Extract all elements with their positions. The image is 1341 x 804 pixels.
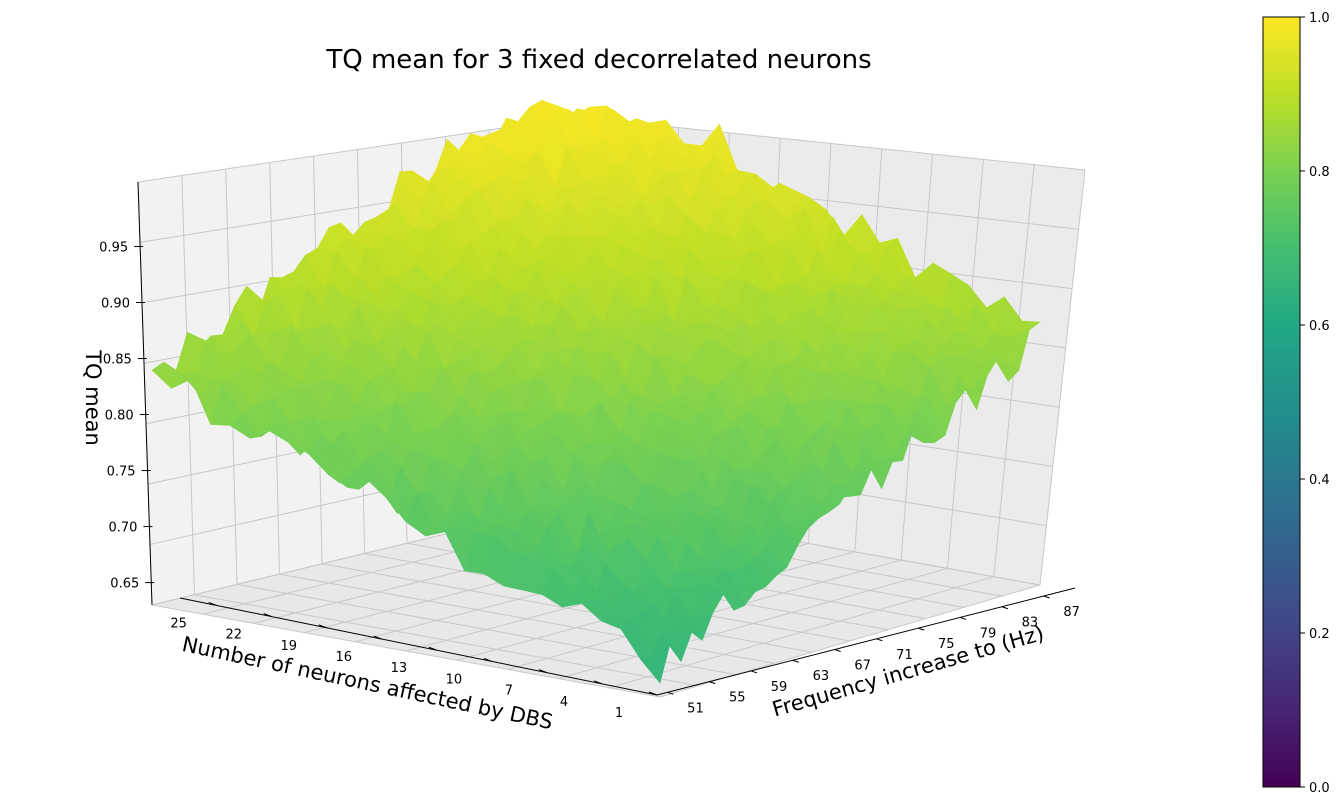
colorbar-tick-label: 0.8 [1309, 165, 1330, 180]
x-tick-label: 4 [560, 695, 568, 710]
surface-patch [639, 640, 672, 684]
z-axis-line [137, 181, 153, 606]
z-tick-label: 0.70 [108, 521, 137, 536]
y-tick-mark [918, 627, 925, 631]
x-tick-mark [648, 691, 658, 696]
z-ticks: 0.65 0.70 0.75 0.80 0.85 0.90 0.95 [99, 240, 155, 592]
y-tick-mark [876, 638, 883, 642]
y-tick-label: 67 [854, 659, 871, 674]
z-tick-label: 0.80 [105, 409, 134, 424]
z-axis-label: TQ mean [81, 349, 105, 446]
colorbar-gradient [1262, 16, 1301, 788]
x-tick-mark [208, 601, 217, 606]
x-tick-mark [263, 613, 272, 618]
z-tick-label: 0.90 [101, 296, 130, 311]
x-axis-line [179, 597, 658, 696]
y-ticks: 51 55 59 63 67 71 75 79 83 87 [667, 595, 1080, 716]
y-tick-label: 55 [729, 691, 746, 706]
x-tick-mark [373, 635, 382, 640]
x-tick-mark [428, 646, 438, 651]
x-tick-label: 22 [225, 628, 242, 643]
y-tick-mark [1001, 606, 1009, 610]
y-tick-label: 79 [980, 626, 997, 641]
colorbar-tick-label: 0.4 [1309, 473, 1330, 488]
x-tick-label: 16 [336, 650, 353, 665]
x-tick-mark [538, 669, 548, 674]
grid-line [609, 576, 994, 689]
y-tick-label: 83 [1022, 616, 1039, 631]
colorbar-ticks: 0.0 0.2 0.4 0.6 0.8 1.0 [1300, 11, 1330, 796]
z-tick-label: 0.95 [99, 240, 128, 255]
y-tick-label: 71 [896, 648, 913, 663]
x-tick-label: 19 [280, 639, 297, 654]
x-ticks: 25 22 19 16 13 10 7 4 1 [170, 601, 658, 721]
colorbar: 0.0 0.2 0.4 0.6 0.8 1.0 [1262, 11, 1330, 796]
x-tick-mark [593, 680, 603, 685]
x-tick-label: 10 [446, 672, 463, 687]
y-tick-mark [750, 670, 758, 674]
y-axis-line [656, 587, 1076, 696]
y-tick-mark [792, 659, 800, 663]
chart-title: TQ mean for 3 fixed decorrelated neurons [325, 45, 871, 75]
y-tick-label: 87 [1063, 605, 1080, 620]
y-tick-label: 75 [938, 637, 955, 652]
x-tick-label: 1 [615, 706, 623, 721]
y-tick-mark [667, 691, 674, 695]
y-tick-label: 51 [687, 701, 704, 716]
y-tick-mark [834, 649, 841, 652]
colorbar-tick-label: 1.0 [1309, 11, 1330, 26]
grid-line [181, 175, 195, 595]
z-tick-label: 0.85 [103, 353, 132, 368]
surface [151, 100, 1041, 684]
y-tick-mark [709, 681, 716, 685]
axis-lines [137, 181, 1076, 696]
colorbar-tick-label: 0.6 [1309, 319, 1330, 334]
z-tick-label: 0.65 [110, 577, 139, 592]
x-tick-mark [483, 657, 493, 662]
y-tick-mark [1043, 595, 1050, 599]
y-tick-mark [959, 616, 967, 620]
z-tick-label: 0.75 [107, 465, 136, 480]
colorbar-tick-label: 0.0 [1309, 781, 1330, 796]
grid-line [1039, 169, 1086, 586]
y-tick-label: 63 [813, 669, 830, 684]
x-tick-label: 7 [505, 684, 513, 699]
colorbar-tick-label: 0.2 [1309, 627, 1330, 642]
x-tick-mark [318, 624, 327, 629]
x-tick-label: 25 [170, 616, 187, 631]
x-tick-label: 13 [391, 661, 408, 676]
y-tick-label: 59 [771, 680, 788, 695]
grid-line [558, 567, 948, 680]
